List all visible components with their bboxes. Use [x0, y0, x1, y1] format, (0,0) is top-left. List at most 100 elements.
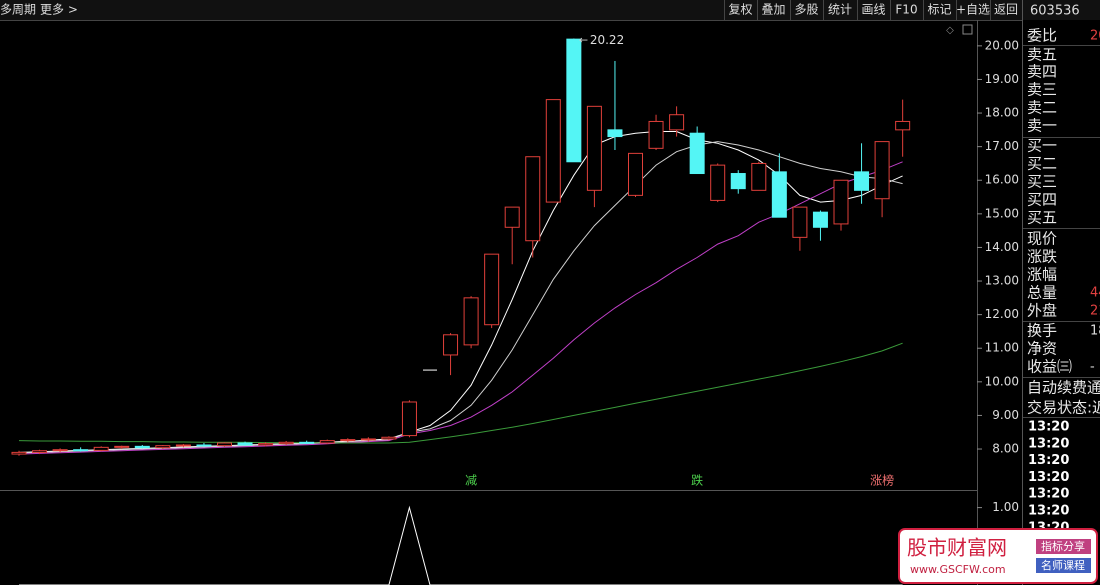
signal: 跌: [691, 473, 703, 488]
y-tick-label: 10.00: [985, 374, 1019, 388]
candle-body: [134, 445, 150, 449]
quote-value: 44: [1090, 286, 1100, 301]
candle-body: [340, 439, 356, 442]
y-tick-label: 18.00: [985, 106, 1019, 120]
candle-body: [114, 445, 130, 448]
watermark-name: 股市财富网: [907, 536, 1007, 560]
candle-body: [463, 297, 479, 346]
quote-label: 卖二: [1027, 99, 1057, 117]
quote-label: 涨跌: [1027, 248, 1057, 266]
trade-time: 13:20: [1028, 504, 1069, 519]
y-tick-label: 1.00: [992, 500, 1019, 514]
candle-body: [32, 450, 48, 453]
candle-body: [381, 436, 397, 440]
candle-body: [854, 171, 870, 191]
icon[interactable]: [962, 24, 973, 35]
candle-body: [525, 156, 541, 242]
ma-line: [18, 161, 903, 455]
candle-body: [217, 442, 232, 447]
candle-body: [689, 132, 705, 175]
candle-body: [628, 152, 643, 196]
trade-time: 13:20: [1028, 470, 1069, 485]
indicator-line: [19, 505, 903, 585]
candle-body: [11, 451, 27, 455]
trade-time: 13:20: [1028, 453, 1069, 468]
candle-body: [175, 444, 191, 447]
candle-body: [833, 179, 849, 225]
tag-bg: [1036, 558, 1091, 573]
ma-line: [18, 141, 903, 454]
candle-body: [155, 445, 171, 449]
candle-body: [792, 206, 808, 238]
candle-body: [710, 164, 726, 201]
quote-label: 买五: [1027, 209, 1057, 227]
toolbar-button[interactable]: 叠加: [761, 3, 785, 17]
quote-label: 净资: [1027, 340, 1057, 358]
quote-label: 交易状态:近: [1027, 399, 1100, 417]
y-tick-label: 12.00: [985, 307, 1019, 321]
tag-bg: [1036, 539, 1091, 554]
toolbar-button[interactable]: 多股: [794, 3, 818, 17]
quote-label: 现价: [1027, 230, 1057, 248]
quote-label: 收益㈢: [1027, 358, 1072, 376]
candle-body: [319, 440, 335, 444]
quote-label: 外盘: [1027, 302, 1057, 320]
toolbar-item[interactable]: 多周期: [0, 3, 36, 17]
trade-time: 13:20: [1028, 487, 1069, 502]
quote-label: 买二: [1027, 155, 1057, 173]
y-tick-label: 17.00: [985, 139, 1019, 153]
candle-body: [237, 442, 253, 446]
candle-body: [443, 334, 459, 356]
y-tick-label: 16.00: [985, 173, 1019, 187]
toolbar-button[interactable]: 标记: [927, 3, 951, 17]
candle-body: [278, 441, 294, 445]
y-tick-label: 19.00: [985, 72, 1019, 86]
toolbar-button[interactable]: F10: [895, 3, 917, 17]
candle-body: [730, 173, 746, 190]
signal: 减: [465, 474, 477, 488]
quote-label: 换手: [1027, 322, 1057, 340]
candle-body: [545, 99, 561, 203]
y-tick-label: 20.00: [985, 38, 1019, 52]
candle-body: [73, 449, 89, 452]
quote-label: 涨幅: [1027, 266, 1057, 284]
candle-body: [258, 443, 274, 446]
y-tick-label: 14.00: [985, 240, 1019, 254]
candle-body: [771, 171, 787, 218]
candle-body: [299, 441, 315, 444]
candle-body: [895, 120, 911, 131]
y-tick-label: 8.00: [992, 442, 1019, 456]
toolbar-button[interactable]: 返回: [994, 3, 1018, 17]
quote-label: 卖四: [1027, 63, 1057, 81]
watermark-tag: 名师课程: [1041, 558, 1085, 572]
quote-value: 20: [1090, 29, 1100, 44]
toolbar-button[interactable]: 画线: [861, 3, 885, 17]
quote-label: 卖一: [1027, 117, 1057, 135]
candle-body: [669, 114, 685, 131]
candle-body: [586, 105, 602, 191]
candle-body: [360, 438, 376, 441]
watermark-tag: 指标分享: [1041, 539, 1085, 553]
y-tick-label: 13.00: [985, 274, 1019, 288]
quote-label: 买三: [1027, 173, 1057, 191]
toolbar-button[interactable]: 复权: [728, 3, 752, 17]
signal: 涨榜: [870, 473, 894, 488]
candle-body: [52, 449, 68, 452]
trade-time: 13:20: [1028, 436, 1069, 451]
quote-label: 委比: [1027, 27, 1057, 45]
quote-label: 买一: [1027, 137, 1057, 155]
quote-label: 自动续费通: [1027, 379, 1100, 397]
candle-body: [607, 129, 623, 138]
quote-label: 卖五: [1027, 46, 1057, 64]
candle-body: [401, 401, 417, 437]
icon[interactable]: ◇: [946, 25, 954, 36]
quote-label: 卖三: [1027, 81, 1057, 99]
toolbar-button[interactable]: 统计: [828, 3, 852, 17]
high-arrow: ←: [579, 33, 588, 46]
quote-value: 21: [1090, 304, 1100, 319]
toolbar-button[interactable]: +自选: [956, 3, 990, 17]
y-tick-label: 11.00: [985, 341, 1019, 355]
toolbar-item[interactable]: 更多 >: [40, 3, 78, 17]
